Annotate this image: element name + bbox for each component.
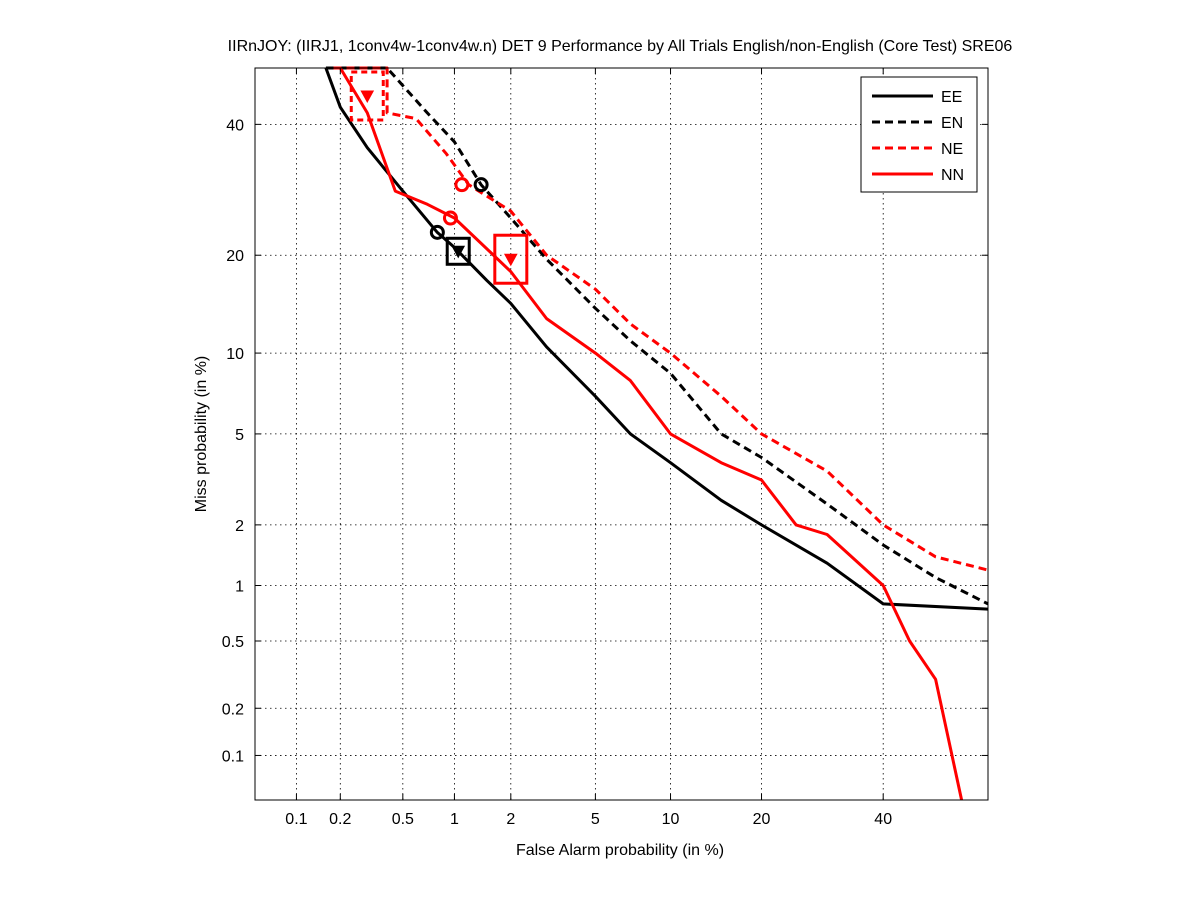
min-dcf-marker-nn [442, 210, 458, 226]
series-lines [324, 66, 989, 801]
min-dcf-marker-ee [429, 224, 445, 240]
min-dcf-marker-ne [454, 177, 470, 193]
x-tick-label: 2 [506, 811, 515, 828]
x-tick-label: 0.2 [329, 811, 351, 828]
y-tick-label: 0.5 [222, 634, 244, 651]
x-tick-label: 5 [591, 811, 600, 828]
min-dcf-marker-en [473, 177, 489, 193]
dcf-markers [349, 70, 529, 285]
y-axis-label: Miss probability (in %) [193, 356, 210, 512]
x-tick-label: 20 [753, 811, 771, 828]
act-dcf-box-nn [493, 233, 529, 285]
y-tick-label: 2 [235, 518, 244, 535]
legend-label-ee: EE [941, 89, 962, 106]
y-tick-label: 0.2 [222, 701, 244, 718]
act-dcf-marker-ee [451, 245, 466, 259]
y-axis-ticks: 0.1 0.2 0.5 1 2 5 10 20 40 [222, 117, 988, 765]
legend-label-nn: NN [941, 167, 964, 184]
y-tick-label: 5 [235, 427, 244, 444]
y-tick-label: 1 [235, 579, 244, 596]
legend-label-ne: NE [941, 141, 963, 158]
x-tick-label: 0.5 [392, 811, 414, 828]
legend: EE EN NE NN [860, 76, 978, 193]
series-line-en [325, 66, 989, 606]
y-tick-label: 40 [226, 117, 244, 134]
act-dcf-marker-nn [503, 253, 518, 267]
act-dcf-box-ne [349, 70, 385, 122]
y-tick-label: 20 [226, 248, 244, 265]
chart-title: IIRnJOY: (IIRJ1, 1conv4w-1conv4w.n) DET … [228, 38, 1013, 55]
act-dcf-marker-ne [360, 90, 375, 103]
x-tick-label: 10 [662, 811, 680, 828]
series-line-nn [339, 67, 964, 801]
x-axis-ticks: 0.1 0.2 0.5 1 2 5 10 20 40 [285, 68, 892, 828]
y-tick-label: 0.1 [222, 748, 244, 765]
x-tick-label: 0.1 [285, 811, 307, 828]
x-axis-label: False Alarm probability (in %) [516, 842, 724, 859]
legend-label-en: EN [941, 115, 963, 132]
series-line-ne [333, 66, 989, 572]
x-tick-label: 1 [450, 811, 459, 828]
y-tick-label: 10 [226, 346, 244, 363]
x-tick-label: 40 [874, 811, 892, 828]
act-dcf-box-ee [445, 236, 471, 266]
